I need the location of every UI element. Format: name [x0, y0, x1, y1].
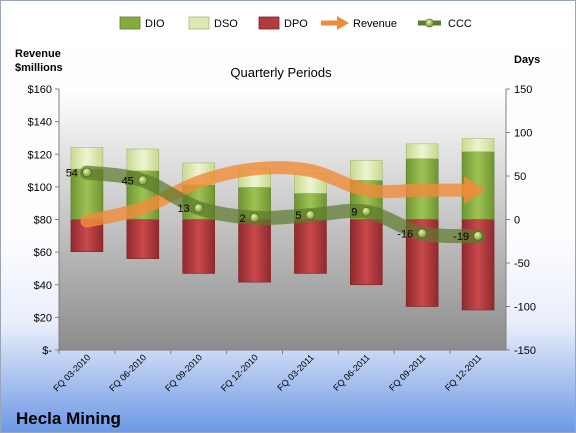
x-tick-label: FQ 03-2011 — [275, 352, 316, 393]
company-name: Hecla Mining — [16, 409, 121, 428]
x-tick-label: FQ 12-2010 — [219, 352, 260, 393]
ccc-point — [417, 228, 428, 239]
left-axis-title-line-1: Revenue — [15, 48, 61, 60]
ccc-data-label: 2 — [239, 213, 245, 225]
left-tick-label: $120 — [28, 149, 52, 161]
x-axis: FQ 03-2010 FQ 06-2010 FQ 09-2010 FQ 12-2010… — [51, 350, 483, 393]
right-tick-label: 100 — [514, 128, 532, 140]
right-tick-label: -50 — [514, 258, 530, 270]
x-tick-label: FQ 09-2010 — [163, 352, 204, 393]
legend-label-revenue: Revenue — [353, 18, 397, 30]
bar-dpo — [126, 219, 160, 259]
bar-dso — [126, 148, 160, 172]
bar-dpo — [238, 219, 271, 283]
legend-swatch-ccc — [418, 18, 441, 28]
right-axis-title: Days — [514, 54, 540, 66]
right-tick-label: 150 — [514, 84, 532, 96]
ccc-point — [193, 203, 204, 214]
left-tick-label: $20 — [34, 312, 52, 324]
right-tick-label: 50 — [514, 171, 526, 183]
left-tick-label: $160 — [28, 84, 52, 96]
legend-swatch-dso — [188, 16, 210, 30]
ccc-data-label: 45 — [122, 175, 134, 187]
ccc-point — [82, 167, 92, 178]
right-tick-label: -100 — [514, 302, 536, 314]
bar-dso — [461, 138, 495, 152]
revenue-line — [80, 161, 475, 228]
ccc-point — [361, 206, 372, 217]
bar-dpo — [294, 219, 327, 274]
x-tick-label: FQ 03-2010 — [51, 352, 92, 393]
x-tick-label: FQ 09-2011 — [387, 352, 428, 393]
x-tick-label: FQ 06-2011 — [331, 352, 372, 393]
right-tick-label: -150 — [514, 345, 536, 357]
chart-title: Quarterly Periods — [230, 65, 332, 80]
bar-dpo — [350, 219, 383, 286]
ccc-data-label: 5 — [295, 210, 301, 222]
left-tick-label: $80 — [34, 215, 52, 227]
bar-dpo — [182, 219, 215, 274]
legend-label-dio: DIO — [145, 18, 165, 30]
ccc-data-label: 13 — [177, 203, 189, 215]
legend: DIO DSO DPO Revenue CCC — [119, 16, 472, 30]
legend-swatch-revenue — [321, 16, 349, 30]
x-tick-label: FQ 12-2011 — [443, 352, 484, 393]
legend-label-dpo: DPO — [284, 18, 308, 30]
left-tick-label: $60 — [34, 247, 52, 259]
left-axis-title-line-2: $millions — [15, 62, 63, 74]
left-tick-label: $- — [42, 345, 52, 357]
ccc-point — [137, 175, 148, 186]
right-tick-label: 0 — [514, 215, 520, 227]
x-tick-label: FQ 06-2010 — [107, 352, 148, 393]
left-tick-label: $140 — [28, 117, 52, 129]
legend-swatch-dio — [119, 16, 141, 30]
right-axis: -150 -100 -50 0 50 100 150 — [506, 84, 536, 357]
legend-label-ccc: CCC — [448, 18, 472, 30]
ccc-data-label: 9 — [351, 207, 357, 219]
left-axis: $- $20 $40 $60 $80 $100 $120 $140 $160 — [28, 84, 59, 357]
bar-dso — [350, 160, 383, 181]
ccc-data-label: -19 — [453, 231, 469, 243]
revenue-arrowhead — [464, 176, 487, 205]
legend-swatch-dpo — [258, 16, 280, 30]
lines: 54 45 13 2 5 9 -16 -19 — [66, 161, 487, 244]
left-tick-label: $40 — [34, 280, 52, 292]
ccc-data-label: -16 — [397, 228, 413, 240]
legend-label-dso: DSO — [214, 18, 238, 30]
ccc-data-label: 54 — [66, 168, 78, 180]
bar-dso — [405, 143, 439, 159]
left-tick-label: $100 — [28, 182, 52, 194]
ccc-point — [305, 210, 316, 221]
ccc-point — [473, 231, 483, 241]
ccc-point — [249, 212, 260, 223]
